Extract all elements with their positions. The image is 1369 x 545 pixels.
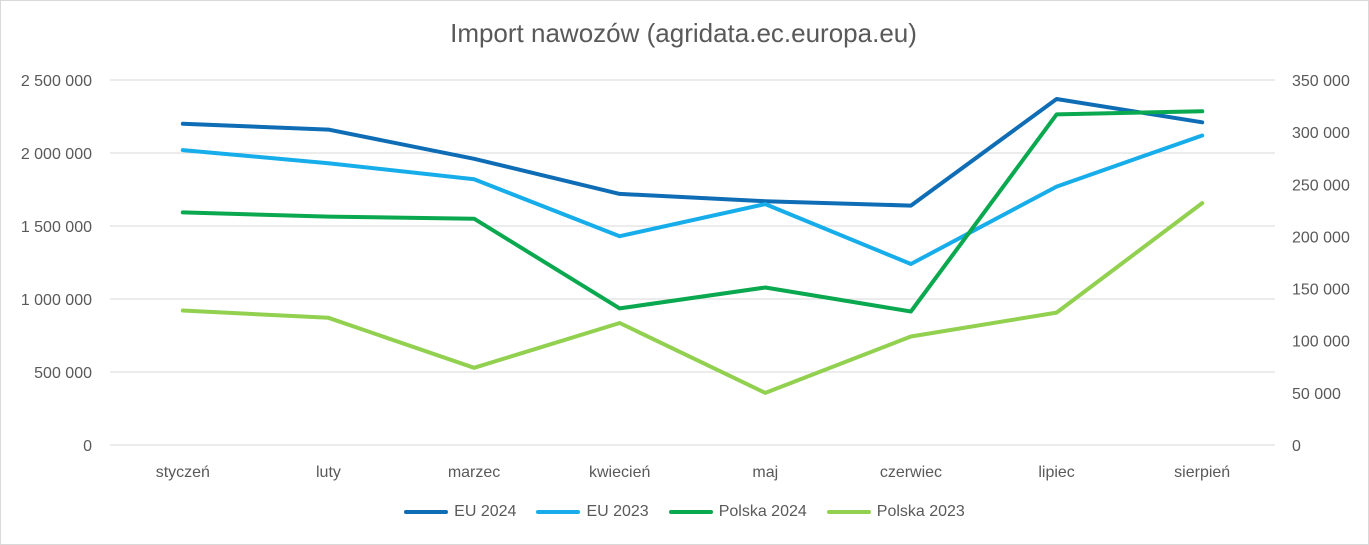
- legend-label: Polska 2024: [718, 503, 807, 520]
- chart-title: Import nawozów (agridata.ec.europa.eu): [450, 18, 917, 48]
- x-tick-label: czerwiec: [880, 464, 942, 481]
- left-tick-label: 2 500 000: [21, 73, 92, 90]
- legend-swatch: [668, 510, 713, 514]
- legend-label: EU 2023: [586, 503, 649, 520]
- gridlines: [110, 79, 1275, 446]
- left-tick-label: 2 000 000: [21, 146, 92, 163]
- legend-item: Polska 2023: [826, 503, 965, 521]
- right-tick-label: 250 000: [1292, 177, 1350, 194]
- x-tick-label: styczeń: [156, 464, 210, 481]
- right-tick-label: 50 000: [1292, 386, 1341, 403]
- right-tick-label: 100 000: [1292, 334, 1350, 351]
- legend: EU 2024 EU 2023 Polska 2024 Polska 2023: [0, 503, 1369, 521]
- right-axis: 0 50 000 100 000 150 000 200 000 250 000 300 0…: [1292, 73, 1350, 455]
- right-tick-label: 350 000: [1292, 73, 1350, 90]
- legend-item: EU 2023: [536, 503, 649, 521]
- left-tick-label: 500 000: [34, 365, 92, 382]
- legend-swatch: [536, 510, 581, 514]
- x-tick-label: lipiec: [1038, 464, 1074, 481]
- left-tick-label: 0: [83, 438, 92, 455]
- x-axis: styczeń luty marzec kwiecień maj czerwiec lipi…: [156, 464, 1231, 481]
- x-tick-label: kwiecień: [589, 464, 650, 481]
- legend-item: EU 2024: [404, 503, 516, 521]
- legend-label: EU 2024: [454, 503, 517, 520]
- x-tick-label: marzec: [448, 464, 500, 481]
- x-tick-label: luty: [316, 464, 341, 481]
- legend-item: Polska 2024: [668, 503, 807, 521]
- series-line-polska-2023: [180, 201, 1205, 395]
- left-axis: 0 500 000 1 000 000 1 500 000 2 000 000 2 500…: [21, 73, 92, 455]
- x-tick-label: sierpień: [1174, 464, 1230, 481]
- right-tick-label: 0: [1292, 438, 1301, 455]
- left-tick-label: 1 000 000: [21, 292, 92, 309]
- legend-swatch: [826, 510, 871, 514]
- right-tick-label: 300 000: [1292, 125, 1350, 142]
- x-tick-label: maj: [752, 464, 778, 481]
- series-lines: [180, 97, 1205, 395]
- right-tick-label: 150 000: [1292, 282, 1350, 299]
- right-tick-label: 200 000: [1292, 229, 1350, 246]
- series-line-eu-2023: [180, 133, 1205, 266]
- series-line-eu-2024: [180, 97, 1205, 208]
- legend-label: Polska 2023: [876, 503, 965, 520]
- series-line-polska-2024: [180, 109, 1205, 314]
- left-tick-label: 1 500 000: [21, 219, 92, 236]
- legend-swatch: [404, 510, 449, 514]
